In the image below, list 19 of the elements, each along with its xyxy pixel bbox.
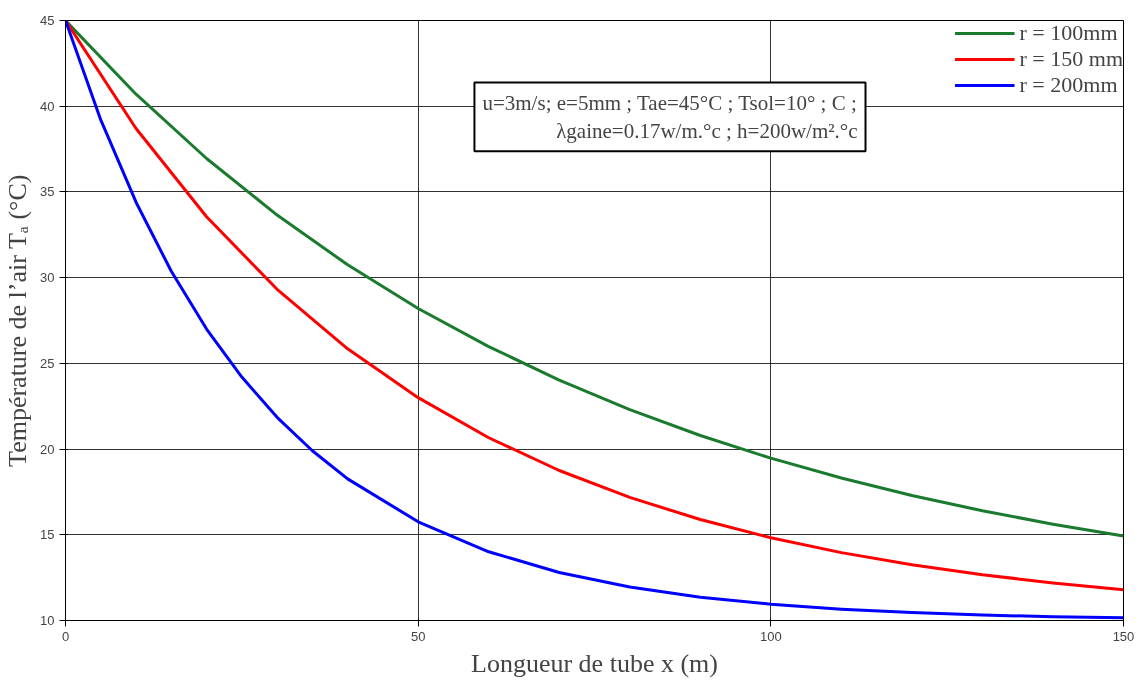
y-tick-label: 30 — [40, 270, 55, 286]
legend-label: r = 200mm — [1019, 72, 1118, 98]
y-tick-label: 15 — [40, 527, 55, 543]
x-axis-title: Longueur de tube x (m) — [471, 648, 718, 678]
y-tick-label: 45 — [40, 13, 55, 28]
annotation: λgaine=0.17w/m.°c ; h=200w/m².°c — [556, 119, 858, 144]
legend-label: r = 150 mm — [1019, 46, 1123, 72]
y-tick-label: 35 — [40, 184, 55, 200]
annotation: u=3m/s; e=5mm ; Tae=45°C ; Tsol=10° ; C ; — [482, 90, 857, 115]
y-tick-label: 20 — [40, 441, 55, 457]
x-tick-label: 150 — [1112, 628, 1135, 644]
x-tick-label: 50 — [410, 628, 426, 644]
y-tick-label: 10 — [40, 613, 55, 628]
legend-label: r = 100mm — [1019, 20, 1118, 46]
x-tick-label: 0 — [61, 628, 70, 644]
y-axis-title: Température de l’air Tₐ (°C) — [3, 174, 33, 467]
x-tick-label: 100 — [759, 628, 782, 644]
y-tick-label: 25 — [40, 355, 55, 371]
y-tick-label: 40 — [40, 98, 55, 114]
